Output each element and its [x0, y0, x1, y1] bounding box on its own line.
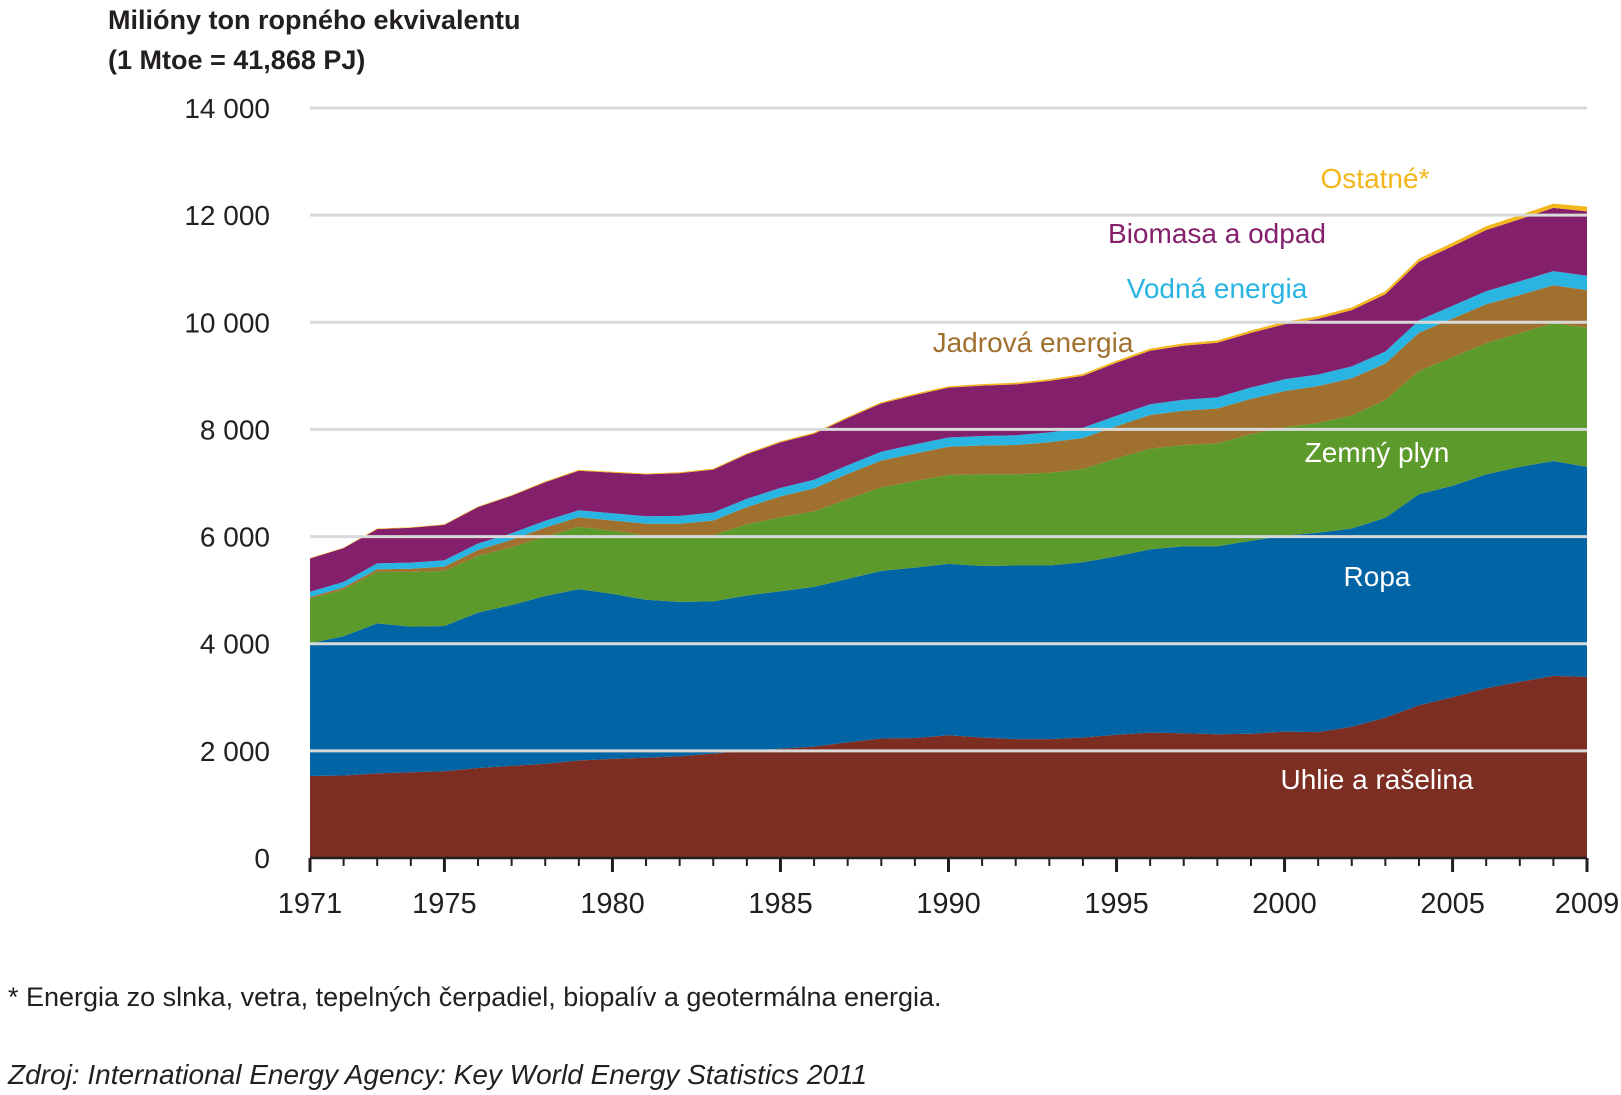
x-tick-label: 1980 [580, 888, 645, 920]
y-tick-label: 8 000 [200, 414, 270, 445]
x-axis: 1971 1975 1980 1985 1990 1995 2000 2005 2009 [278, 856, 1620, 920]
x-tick-label: 1975 [412, 888, 477, 920]
y-tick-label: 6 000 [200, 522, 270, 553]
area-series-2 [310, 323, 1587, 644]
x-tick-label: 2005 [1420, 888, 1485, 920]
series-label-0: Uhlie a rašelina [1281, 764, 1474, 795]
footnote: * Energia zo slnka, vetra, tepelných čer… [8, 982, 942, 1012]
series-label-3: Jadrová energia [933, 327, 1134, 358]
area-layers [310, 203, 1587, 858]
area-series-5 [310, 207, 1587, 592]
series-label-6: Ostatné* [1321, 163, 1430, 194]
y-tick-label: 12 000 [184, 200, 270, 231]
area-series-1 [310, 461, 1587, 776]
area-series-0 [310, 675, 1587, 858]
y-axis-label: Milióny ton ropného ekvivalentu (1 Mtoe … [108, 5, 521, 75]
series-labels: Uhlie a rašelina Ropa Zemný plyn Jadrová en… [933, 163, 1474, 795]
y-tick-label: 14 000 [184, 93, 270, 124]
y-axis-ticks: 0 2 000 4 000 6 000 8 000 10 000 12 000 14 000 [184, 93, 270, 874]
y-tick-label: 10 000 [184, 307, 270, 338]
x-tick-label: 1985 [748, 888, 813, 920]
series-label-4: Vodná energia [1127, 273, 1308, 304]
series-label-1: Ropa [1344, 561, 1411, 592]
x-tick-label: 2000 [1252, 888, 1317, 920]
x-tick-label: 1971 [278, 888, 343, 920]
x-tick-label: 1995 [1084, 888, 1149, 920]
y-tick-label: 2 000 [200, 736, 270, 767]
series-label-2: Zemný plyn [1305, 437, 1450, 468]
y-tick-label: 4 000 [200, 629, 270, 660]
x-tick-label: 1990 [916, 888, 981, 920]
area-series-4 [310, 271, 1587, 598]
gridlines [310, 106, 1587, 753]
series-label-5: Biomasa a odpad [1108, 218, 1326, 249]
x-tick-label: 2009 [1555, 888, 1620, 920]
source-note: Zdroj: International Energy Agency: Key … [8, 1059, 868, 1090]
y-tick-label: 0 [254, 843, 270, 874]
area-series-3 [310, 285, 1587, 599]
